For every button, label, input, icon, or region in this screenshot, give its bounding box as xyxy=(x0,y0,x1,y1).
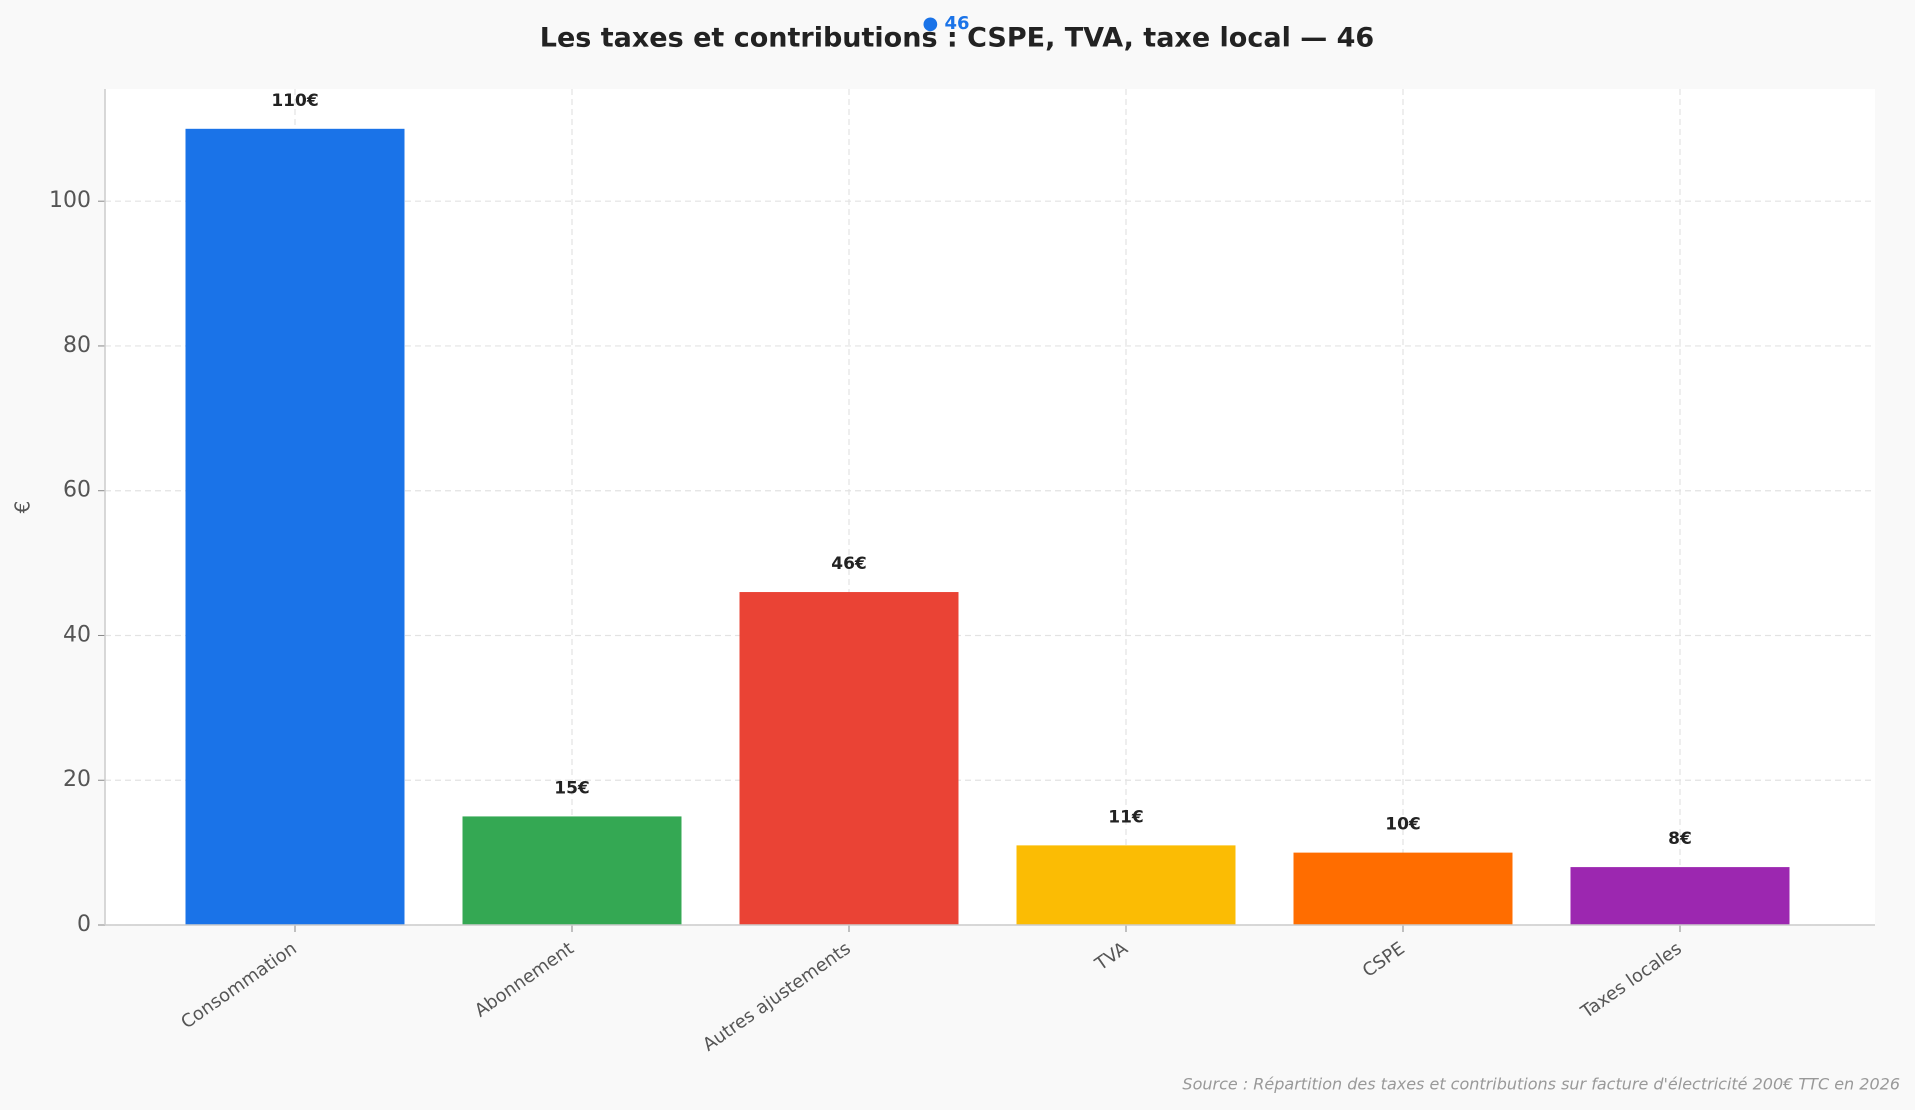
bar xyxy=(1570,867,1790,925)
y-tick-label: 80 xyxy=(63,333,91,358)
value-label: 46€ xyxy=(831,554,867,574)
bar xyxy=(1016,845,1236,925)
y-tick-label: 0 xyxy=(77,912,91,937)
value-label: 11€ xyxy=(1108,807,1144,827)
y-axis-label: € xyxy=(11,501,35,514)
bar xyxy=(1293,852,1513,925)
y-tick-label: 60 xyxy=(63,478,91,503)
bar xyxy=(739,592,959,925)
value-label: 15€ xyxy=(554,778,590,798)
y-tick-label: 100 xyxy=(49,188,91,213)
value-label: 8€ xyxy=(1668,829,1692,849)
y-tick-label: 20 xyxy=(63,767,91,792)
y-tick-label: 40 xyxy=(63,622,91,647)
value-label: 110€ xyxy=(271,91,318,111)
annotation: ● 46 xyxy=(922,13,969,34)
bar xyxy=(185,128,405,926)
bar xyxy=(462,816,682,925)
value-label: 10€ xyxy=(1385,815,1421,835)
chart-title: Les taxes et contributions : CSPE, TVA, … xyxy=(540,23,1374,54)
source-note: Source : Répartition des taxes et contri… xyxy=(1182,1075,1900,1094)
